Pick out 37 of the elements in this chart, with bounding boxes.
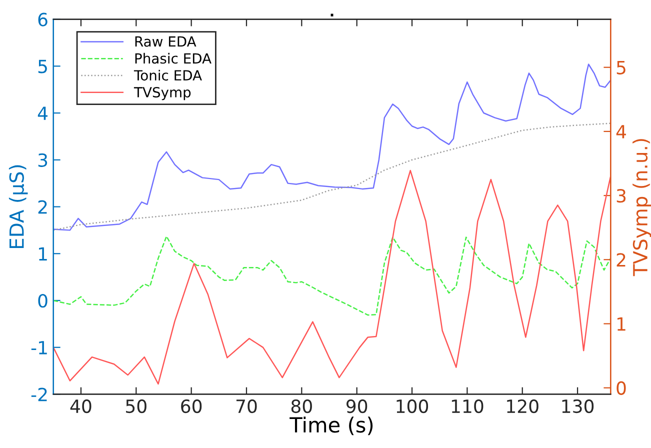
x-tick-label: 40: [70, 399, 92, 414]
line-series: [53, 170, 611, 385]
line-series: [53, 64, 611, 231]
y2-tick-label: 4: [616, 125, 626, 138]
y-tick-label: -2: [31, 388, 47, 402]
y-tick-label: 4: [38, 106, 48, 120]
y-tick-label: 2: [38, 200, 47, 214]
y2-tick-label: 2: [616, 253, 626, 266]
line-series: [53, 122, 611, 231]
y-tick-label: 1: [39, 247, 47, 260]
y2-tick-label: 0: [616, 381, 626, 395]
y-tick-label: 3: [38, 153, 48, 167]
x-tick-label: 80: [291, 399, 312, 414]
x-tick-label: 90: [346, 399, 368, 414]
x-tick-label: 110: [452, 399, 484, 414]
legend-label: TVSymp: [134, 86, 191, 100]
x-tick-label: 100: [396, 399, 428, 414]
y2-axis-title: TVSymp (n.u.): [632, 139, 651, 276]
y-tick-label: -1: [31, 341, 47, 354]
x-tick-label: 50: [126, 399, 146, 414]
legend-label: Tonic EDA: [134, 70, 202, 81]
chart-title: .: [330, 14, 334, 16]
y2-tick-label: 1: [617, 317, 626, 331]
y-tick-label: 6: [38, 12, 48, 26]
y-tick-label: 0: [38, 294, 48, 308]
x-tick-label: 130: [562, 399, 594, 414]
legend-label: Phasic EDA: [135, 52, 212, 64]
line-series: [53, 236, 611, 316]
x-tick-label: 60: [181, 399, 202, 414]
y2-tick-label: 5: [616, 61, 626, 74]
y-tick-label: 5: [38, 60, 47, 74]
legend-label: Raw EDA: [135, 36, 196, 47]
y2-tick-label: 3: [616, 188, 626, 203]
y-axis-title: EDA (μS): [8, 165, 28, 248]
x-tick-label: 70: [236, 399, 257, 414]
x-tick-label: 120: [507, 399, 538, 414]
x-axis-title: Time (s): [290, 416, 373, 436]
